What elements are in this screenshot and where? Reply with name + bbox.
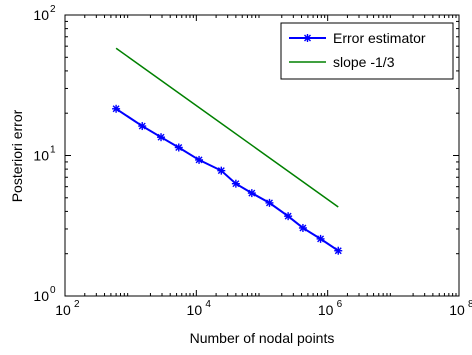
x-axis-label: Number of nodal points	[190, 330, 335, 346]
data-point	[217, 166, 226, 175]
data-point	[174, 143, 183, 152]
x-tick-label-exponent: 2	[74, 299, 80, 310]
y-axis-label: Posteriori error	[9, 109, 25, 202]
data-point	[334, 246, 343, 255]
data-point	[316, 234, 325, 243]
y-tick-label: 10	[33, 288, 49, 304]
x-tick-label-exponent: 6	[337, 299, 343, 310]
data-point	[284, 212, 293, 221]
series-line-slope	[115, 47, 339, 208]
x-tick-label-exponent: 8	[468, 299, 472, 310]
data-point	[112, 104, 121, 113]
x-tick-label-exponent: 4	[205, 299, 211, 310]
y-tick-label-exponent: 2	[50, 4, 56, 15]
data-point	[195, 155, 204, 164]
x-tick-label: 10	[318, 302, 334, 318]
legend-label-slope: slope -1/3	[333, 54, 395, 70]
y-tick-label-exponent: 0	[50, 285, 56, 296]
legend-marker-error-estimator	[303, 34, 312, 42]
axis-ticks: 10 2 10 4 10 6 10 810 010 110 2	[33, 4, 472, 318]
legend-box	[280, 22, 454, 80]
y-tick-label: 10	[33, 7, 49, 23]
data-point	[298, 223, 307, 232]
data-point	[265, 198, 274, 207]
x-tick-label: 10	[55, 302, 71, 318]
series-layer	[112, 47, 343, 255]
data-point	[231, 179, 240, 188]
x-tick-label: 10	[449, 302, 465, 318]
y-tick-label-exponent: 1	[50, 145, 56, 156]
data-point	[138, 122, 147, 131]
legend: Error estimator slope -1/3	[280, 22, 454, 80]
x-tick-label: 10	[187, 302, 203, 318]
data-point	[157, 133, 166, 142]
legend-label-error-estimator: Error estimator	[333, 30, 426, 46]
data-point	[247, 189, 256, 198]
y-tick-label: 10	[33, 148, 49, 164]
